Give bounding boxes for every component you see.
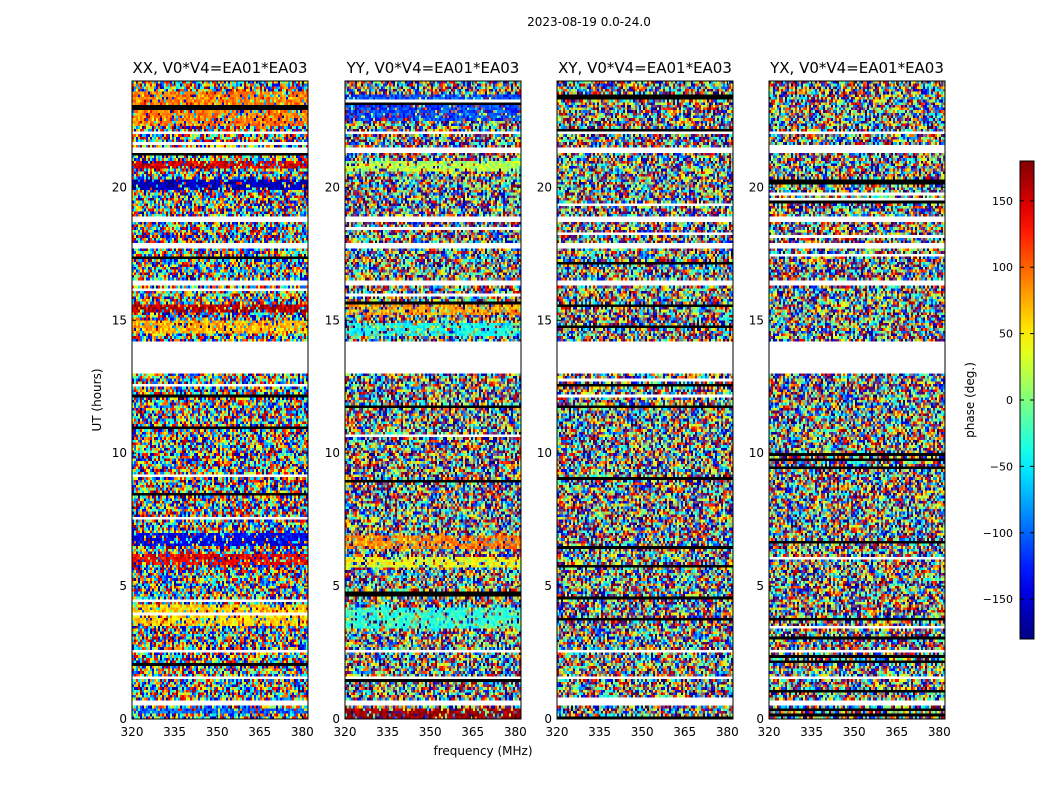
panel-title: YY, V0*V4=EA01*EA03 [346,59,520,77]
colorbar-tick-label: 100 [992,261,1013,274]
panel-title: XX, V0*V4=EA01*EA03 [133,59,308,77]
x-tick-label: 365 [248,725,271,739]
phase-heatmap-xy [557,81,733,719]
y-tick-label: 20 [325,180,340,194]
x-tick-label: 380 [504,725,527,739]
x-tick-label: 350 [843,725,866,739]
axes-frame [344,80,522,720]
y-tick-label: 5 [756,579,764,593]
x-tick-label: 320 [121,725,144,739]
y-tick-label: 20 [537,180,552,194]
phase-heatmap-yy [345,81,521,719]
y-tick-label: 0 [756,712,764,726]
x-tick-label: 320 [334,725,357,739]
y-tick-label: 0 [332,712,340,726]
panel-xx: XX, V0*V4=EA01*EA03 320 335 350 365 380 0 5 10 15… [112,59,314,739]
y-tick-label: 0 [544,712,552,726]
phase-heatmap-yx [769,81,945,719]
y-tick-label: 5 [119,579,127,593]
panel-xy: XY, V0*V4=EA01*EA03 320 335 350 365 380 0 5 10 15… [537,59,739,739]
x-tick-label: 320 [546,725,569,739]
y-tick-label: 5 [332,579,340,593]
x-tick-label: 380 [716,725,739,739]
panel-title: XY, V0*V4=EA01*EA03 [558,59,732,77]
phase-heatmap-xx [132,81,308,719]
panel-title: YX, V0*V4=EA01*EA03 [769,59,944,77]
figure-suptitle: 2023-08-19 0.0-24.0 [527,15,651,29]
colorbar-tick-label: 150 [992,195,1013,208]
y-tick-label: 15 [325,313,340,327]
x-tick-label: 350 [206,725,229,739]
y-tick-label: 15 [112,313,127,327]
x-tick-label: 335 [163,725,186,739]
colorbar-tick-label: 0 [1006,394,1013,407]
colorbar-tick-label: 50 [999,328,1013,341]
x-tick-label: 350 [631,725,654,739]
y-tick-label: 20 [112,180,127,194]
axes-frame [556,80,734,720]
axes-frame [768,80,946,720]
y-tick-label: 15 [537,313,552,327]
axes-frame [131,80,309,720]
y-axis-label: UT (hours) [90,368,104,431]
x-tick-label: 365 [673,725,696,739]
y-tick-label: 0 [119,712,127,726]
colorbar-tick-label: −50 [990,460,1013,473]
y-tick-label: 10 [749,446,764,460]
x-tick-label: 320 [758,725,781,739]
x-axis-label: frequency (MHz) [433,744,532,758]
x-tick-label: 365 [461,725,484,739]
x-tick-label: 350 [419,725,442,739]
y-tick-label: 10 [325,446,340,460]
x-tick-label: 365 [885,725,908,739]
colorbar-label: phase (deg.) [963,362,977,438]
colorbar-tick-label: −150 [983,593,1013,606]
y-tick-label: 20 [749,180,764,194]
x-tick-label: 380 [928,725,951,739]
x-tick-label: 335 [588,725,611,739]
x-tick-label: 335 [800,725,823,739]
x-tick-label: 335 [376,725,399,739]
colorbar-tick-label: −100 [983,527,1013,540]
y-tick-label: 10 [112,446,127,460]
colorbar: 150 100 50 0 −50 −100 −150 [983,160,1035,640]
y-tick-label: 10 [537,446,552,460]
y-tick-label: 15 [749,313,764,327]
y-tick-label: 5 [544,579,552,593]
panel-yy: YY, V0*V4=EA01*EA03 320 335 350 365 380 0 5 10 15… [325,59,527,739]
x-tick-label: 380 [291,725,314,739]
panel-yx: YX, V0*V4=EA01*EA03 320 335 350 365 380 0 5 10 15… [749,59,951,739]
